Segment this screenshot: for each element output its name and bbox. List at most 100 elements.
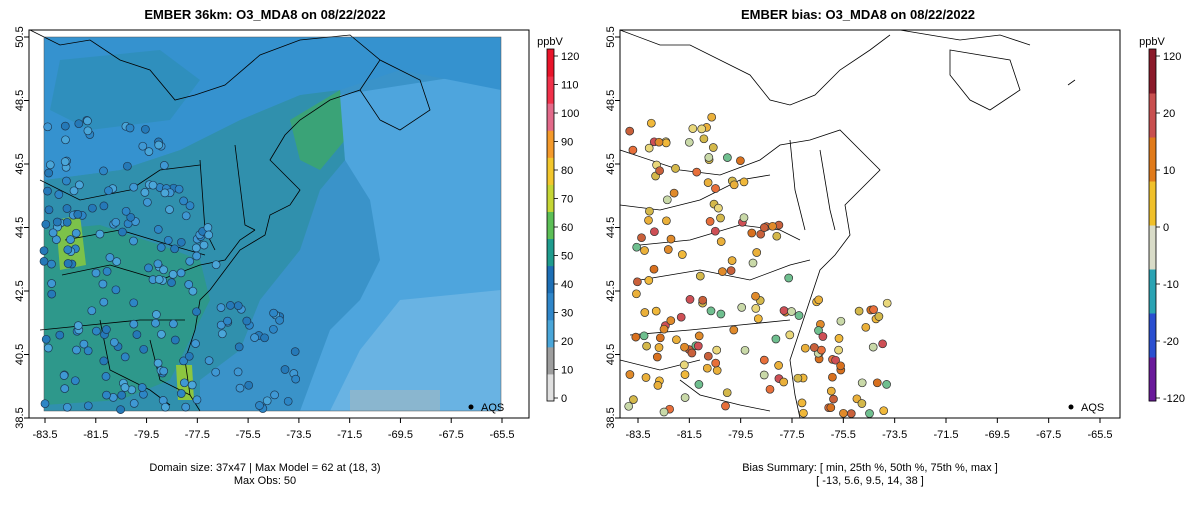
right-station-marker [748,258,758,268]
right-title: EMBER bias: O3_MDA8 on 08/22/2022 [741,7,975,22]
left-plot-frame [28,29,530,419]
right-station-marker [653,381,663,390]
right-station-marker [651,306,661,316]
right-y-tick-label: 44.5 [605,217,617,238]
right-colorbar-tick-label: -10 [1163,279,1179,291]
left-station-marker [165,205,174,214]
right-station-marker [705,217,715,226]
left-colorbar-segment [547,49,554,77]
right-colorbar-segment [1149,137,1156,182]
right-station-marker [779,377,789,387]
left-station-marker [83,116,92,126]
left-colorbar: ppbV 0 10 20 30 40 50 60 70 80 90 100 110 120 [537,36,579,405]
right-station-marker [726,266,736,275]
right-station-marker [676,312,686,322]
right-colorbar-segment [1149,357,1156,402]
left-station-marker [45,160,55,170]
right-station-marker [882,380,891,389]
right-station-marker [710,226,720,236]
right-station-marker [685,295,695,304]
right-station-marker [818,332,828,341]
right-x-tick-label: -83.5 [625,429,650,441]
right-colorbar: ppbV -120 -20 -10 0 10 20 120 [1139,36,1185,405]
left-field-ocean-3 [350,390,440,411]
right-station-marker [669,188,679,198]
right-y-tick-label: 46.5 [605,153,617,174]
left-station-marker [102,390,111,400]
left-y-tick-label: 42.5 [14,280,26,301]
left-station-marker [291,374,301,384]
right-x-tick-label: -65.5 [1087,429,1112,441]
left-station-marker [62,402,72,412]
left-colorbar-unit: ppbV [537,36,563,48]
right-station-marker [688,124,698,133]
left-colorbar-tick-label: 60 [561,222,573,234]
right-station-marker [722,388,732,398]
right-station-marker [751,291,760,301]
right-station-marker [659,407,669,417]
left-station-marker [233,301,243,311]
left-field-maine [290,90,345,170]
left-station-marker [180,378,189,388]
left-station-marker [39,246,49,256]
right-station-marker [639,331,649,341]
right-station-marker [644,276,654,285]
left-station-marker [44,205,54,215]
left-station-marker [163,235,173,245]
left-station-marker [168,270,178,279]
left-station-marker [43,122,53,132]
right-y-tick-label: 40.5 [605,344,617,365]
left-station-marker [144,263,153,273]
left-station-marker [156,243,166,252]
left-station-marker [105,253,115,262]
left-colorbar-segment [547,319,554,348]
right-station-marker [718,267,727,276]
left-station-marker [170,244,179,254]
left-colorbar-tick-label: 20 [561,336,573,348]
left-station-marker [112,257,122,266]
left-station-marker [191,243,201,253]
left-station-marker [255,401,264,410]
left-colorbar-frame [546,48,555,402]
left-colorbar-segment [547,157,554,185]
left-x-tick-label: -83.5 [32,429,57,441]
right-station-marker [799,408,808,418]
left-x-tick-label: -81.5 [83,429,108,441]
right-station-marker [704,153,714,162]
left-colorbar-segment [547,130,554,158]
right-station-marker [836,316,846,326]
right-station-marker [654,137,664,147]
left-colorbar-ticks: 0 10 20 30 40 50 60 70 80 90 100 110 120 [554,51,579,405]
left-station-marker [160,188,170,198]
left-x-axis: -83.5 -81.5 -79.5 -77.5 -75.5 -73.5 -71.5 -69.5… [32,418,515,441]
left-station-marker [72,345,81,355]
left-station-marker [141,124,150,134]
left-station-marker [269,308,278,318]
right-station-marker [716,237,726,246]
left-station-marker [43,186,52,196]
right-station-marker [666,316,676,325]
right-station-marker [882,298,892,308]
right-station-marker [857,378,867,388]
left-station-marker [62,217,72,227]
right-station-marker [857,399,867,408]
right-station-marker [640,308,650,317]
right-colorbar-tick-label: 10 [1163,165,1175,177]
left-station-marker [47,259,56,269]
left-x-tick-label: -73.5 [286,429,311,441]
right-station-marker [753,314,763,324]
right-station-marker [771,334,781,344]
right-station-marker [729,325,739,335]
left-station-marker [54,190,64,199]
left-station-marker [101,372,111,381]
right-station-marker [702,363,712,373]
left-x-tick-label: -79.5 [134,429,159,441]
right-station-marker [759,355,769,365]
right-station-marker [703,351,713,361]
right-station-marker [834,345,843,355]
left-station-marker [129,236,138,246]
left-station-marker [226,301,235,310]
left-colorbar-tick-label: 30 [561,308,573,320]
right-station-marker [736,156,745,166]
